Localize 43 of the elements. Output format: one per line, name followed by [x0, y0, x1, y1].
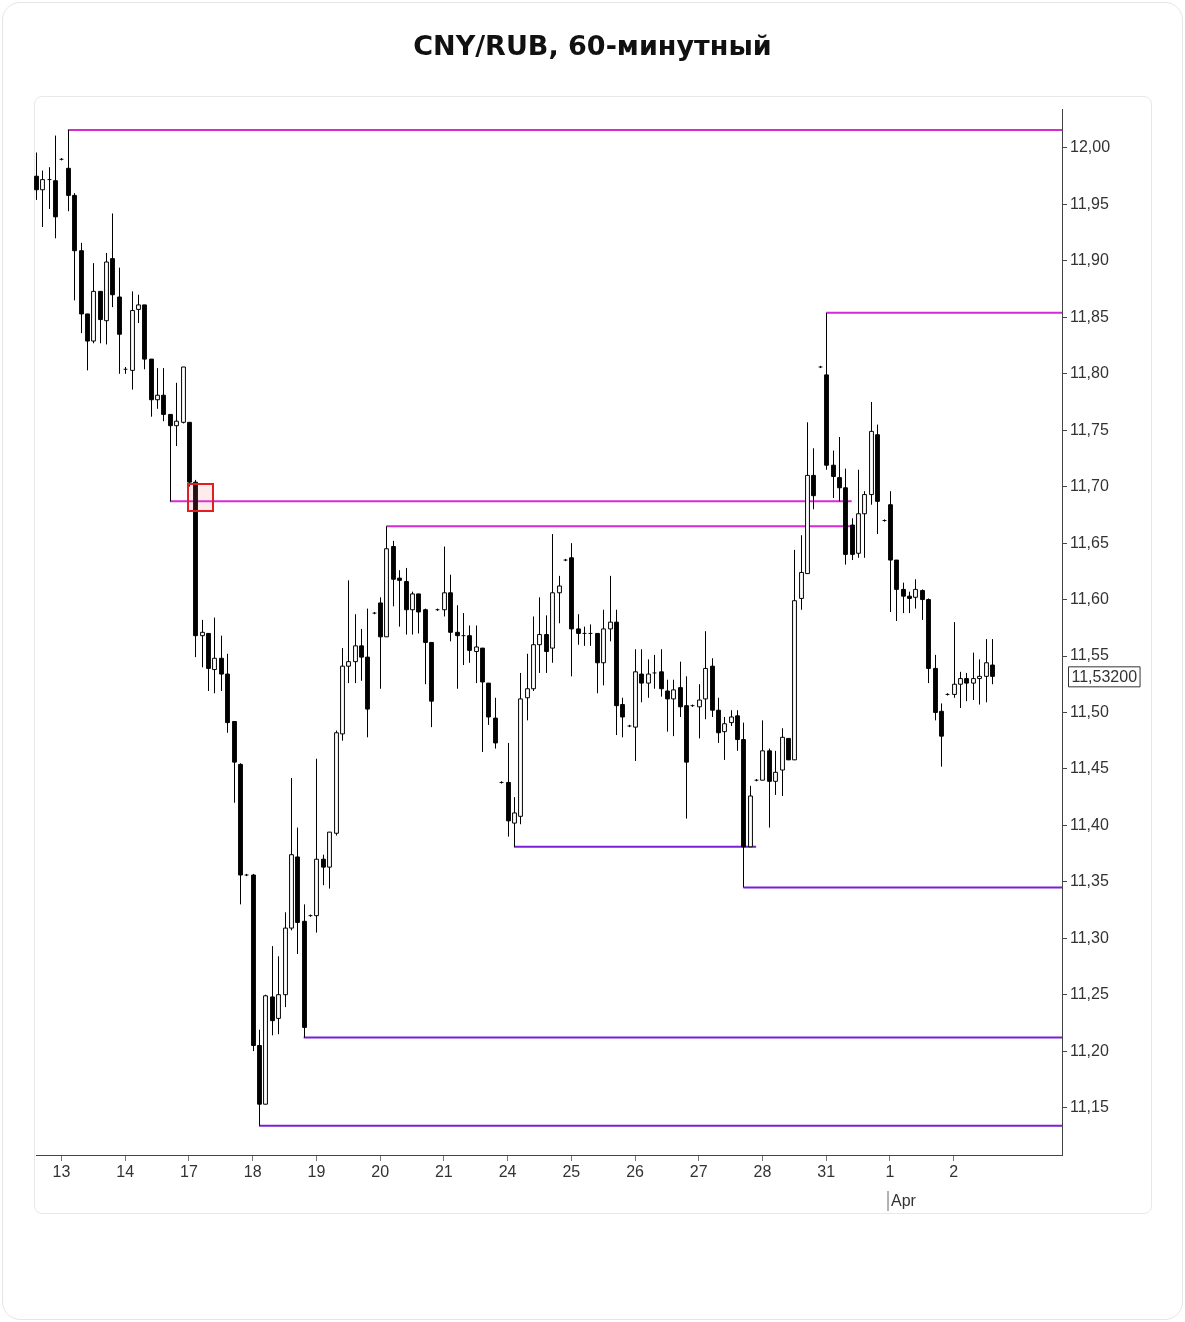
candlestick	[232, 720, 237, 804]
y-tick-label: 11,30	[1070, 928, 1109, 946]
y-tick-label: 11,85	[1070, 307, 1109, 325]
x-tick-label: 14	[116, 1163, 135, 1181]
y-tick-label: 11,25	[1070, 985, 1109, 1003]
y-tick-label: 11,80	[1070, 364, 1109, 382]
x-tick-label: 28	[753, 1163, 772, 1181]
x-tick-label: 21	[434, 1163, 453, 1181]
x-tick-label: 31	[817, 1163, 836, 1181]
candlestick	[824, 312, 829, 471]
y-tick-label: 11,65	[1070, 533, 1109, 551]
y-tick-label: 11,50	[1070, 702, 1109, 720]
x-tick-label: 13	[52, 1163, 71, 1181]
x-tick-label: 24	[498, 1163, 517, 1181]
x-tick-label: 19	[307, 1163, 326, 1181]
y-tick-label: 11,60	[1070, 589, 1109, 607]
x-tick-label: 1	[885, 1163, 895, 1181]
y-tick-label: 11,70	[1070, 477, 1109, 495]
x-tick-label: 25	[562, 1163, 581, 1181]
x-tick-label: 2	[949, 1163, 959, 1181]
y-tick-label: 11,20	[1070, 1041, 1109, 1059]
x-tick-label: 27	[689, 1163, 708, 1181]
candlestick	[576, 613, 581, 646]
candlestick	[652, 654, 657, 690]
chart-title: CNY/RUB, 60-минутный	[412, 30, 773, 61]
y-tick-label: 11,95	[1070, 194, 1109, 212]
y-tick-label: 11,35	[1070, 872, 1109, 890]
y-tick-label: 11,90	[1070, 251, 1109, 269]
x-tick-label: 18	[243, 1163, 262, 1181]
y-tick-label: 11,45	[1070, 759, 1109, 777]
candlestick	[760, 719, 765, 781]
x-tick-label: 17	[180, 1163, 198, 1181]
candlestick	[130, 290, 135, 391]
candlestick	[467, 625, 472, 664]
y-tick-label: 11,55	[1070, 646, 1109, 664]
y-tick-label: 12,00	[1070, 138, 1111, 156]
text: 11,53200	[1071, 667, 1138, 685]
y-tick-label: 11,40	[1070, 815, 1109, 833]
x-tick-label: 20	[371, 1163, 390, 1181]
x-tick-label: 26	[626, 1163, 645, 1181]
y-tick-label: 11,15	[1070, 1097, 1109, 1115]
y-tick-label: 11,75	[1070, 420, 1109, 438]
text: Apr	[891, 1192, 917, 1210]
